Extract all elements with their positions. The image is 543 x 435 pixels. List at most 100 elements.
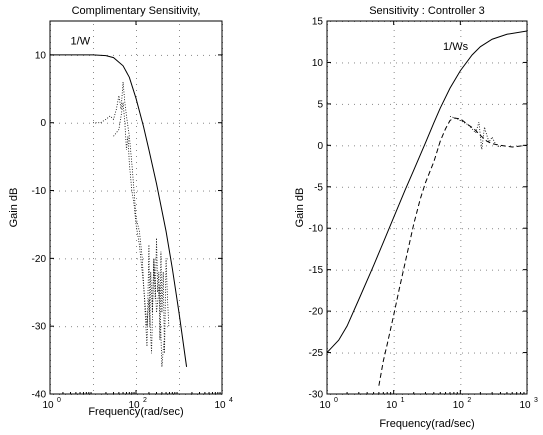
grid-dot <box>93 300 94 301</box>
grid-dot <box>95 122 96 124</box>
grid-dot <box>372 311 373 313</box>
grid-dot <box>460 288 462 289</box>
grid-dot <box>93 30 94 31</box>
series-1-w-line <box>50 54 188 367</box>
grid-dot <box>366 145 367 147</box>
grid-dot <box>498 269 499 271</box>
grid-dot <box>402 186 403 188</box>
grid-dot <box>460 342 462 343</box>
grid-dot <box>492 269 493 271</box>
y-tick-label: -40 <box>32 390 47 401</box>
grid-dot <box>378 186 379 188</box>
grid-dot <box>474 145 475 147</box>
grid-dot <box>516 103 517 105</box>
grid-dot <box>179 342 180 343</box>
grid-dot <box>93 204 94 205</box>
grid-dot <box>444 352 445 354</box>
grid-dot <box>101 122 102 124</box>
grid-dot <box>83 258 84 260</box>
grid-dot <box>393 90 395 91</box>
grid-dot <box>179 30 180 31</box>
grid-dot <box>136 54 137 55</box>
grid-dot <box>179 288 180 289</box>
grid-dot <box>510 186 511 188</box>
grid-dot <box>393 258 395 259</box>
grid-dot <box>161 326 162 328</box>
grid-dot <box>393 324 395 325</box>
grid-dot <box>378 269 379 271</box>
grid-dot <box>197 326 198 328</box>
grid-dot <box>336 62 337 64</box>
grid-dot <box>93 324 94 325</box>
grid-dot <box>390 228 391 230</box>
grid-dot <box>125 258 126 260</box>
grid-dot <box>460 42 462 43</box>
grid-dot <box>191 326 192 328</box>
grid-dot <box>460 270 462 271</box>
grid-dot <box>336 186 337 188</box>
grid-dot <box>71 326 72 328</box>
grid-dot <box>354 145 355 147</box>
grid-dot <box>393 30 395 31</box>
grid-dot <box>155 190 156 192</box>
x-tick-label: 10 <box>214 400 226 411</box>
grid-dot <box>460 72 462 73</box>
grid-dot <box>460 252 462 253</box>
grid-dot <box>460 54 462 55</box>
grid-dot <box>342 228 343 230</box>
grid-dot <box>179 252 180 253</box>
grid-dot <box>107 122 108 124</box>
grid-dot <box>450 228 451 230</box>
grid-dot <box>59 190 60 192</box>
grid-dot <box>336 269 337 271</box>
grid-dot <box>393 276 395 277</box>
grid-dot <box>510 311 511 313</box>
grid-dot <box>486 145 487 147</box>
grid-dot <box>426 62 427 64</box>
axes-frame <box>49 20 223 395</box>
grid-dot <box>93 192 94 193</box>
grid-dot <box>384 269 385 271</box>
grid-dot <box>480 103 481 105</box>
grid-dot <box>426 103 427 105</box>
grid-dot <box>498 103 499 105</box>
grid-dot <box>460 78 462 79</box>
grid-dot <box>396 62 397 64</box>
chart-title: Sensitivity : Controller 3 <box>369 5 485 17</box>
grid-dot <box>93 48 94 49</box>
grid-dot <box>83 190 84 192</box>
grid-dot <box>93 156 94 157</box>
grid-dot <box>390 311 391 313</box>
grid-dot <box>393 48 395 49</box>
grid-dot <box>93 384 94 385</box>
grid-dot <box>136 168 137 169</box>
grid-dot <box>498 311 499 313</box>
grid-dot <box>136 174 137 175</box>
grid-dot <box>93 84 94 85</box>
grid-dot <box>498 186 499 188</box>
grid-dot <box>179 390 180 391</box>
grid-dot <box>460 348 462 349</box>
grid-dot <box>456 62 457 64</box>
grid-dot <box>444 186 445 188</box>
grid-dot <box>384 186 385 188</box>
grid-dot <box>136 96 137 97</box>
grid-dot <box>93 372 94 373</box>
grid-dot <box>393 192 395 193</box>
grid-dot <box>161 122 162 124</box>
grid-dot <box>136 342 137 343</box>
grid-dot <box>93 252 94 253</box>
grid-dot <box>136 36 137 37</box>
grid-dot <box>93 288 94 289</box>
grid-dot <box>215 122 216 124</box>
grid-dot <box>474 269 475 271</box>
grid-dot <box>179 330 180 331</box>
grid-dot <box>93 150 94 151</box>
grid-dot <box>384 103 385 105</box>
grid-dot <box>460 240 462 241</box>
grid-dot <box>450 145 451 147</box>
x-tick-label: 10 <box>386 400 398 411</box>
grid-dot <box>119 122 120 124</box>
grid-dot <box>393 138 395 139</box>
